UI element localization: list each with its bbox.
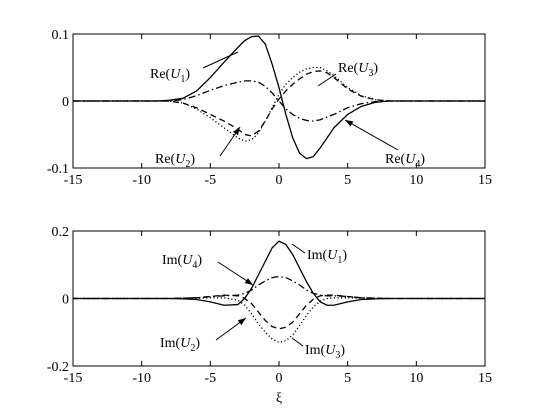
x-tick-label: 10 bbox=[409, 173, 423, 188]
data-line bbox=[73, 66, 485, 142]
series-label: Re(U3) bbox=[338, 61, 378, 79]
subplot: -15 -10 -5 0 5 10 15 -0.2 0 0.2 ξ Im(U1) Im(U2) Im(U3… bbox=[47, 225, 492, 406]
x-tick-label: 5 bbox=[344, 173, 351, 188]
x-tick-label: -15 bbox=[64, 173, 83, 188]
data-line bbox=[73, 275, 485, 300]
y-tick-label: -0.1 bbox=[47, 162, 69, 177]
annotation-arrow bbox=[344, 119, 399, 151]
y-tick-label: -0.2 bbox=[47, 360, 69, 375]
y-tick-label: 0.2 bbox=[52, 225, 70, 240]
annotation-arrow bbox=[291, 243, 306, 254]
data-line bbox=[73, 80, 485, 122]
annotation-arrow bbox=[202, 51, 239, 69]
y-tick-label: 0 bbox=[62, 95, 69, 110]
y-tick-label: 0.1 bbox=[52, 28, 70, 43]
x-tick-label: -5 bbox=[204, 173, 216, 188]
annotation-arrow bbox=[317, 73, 337, 87]
series-label: Im(U1) bbox=[307, 248, 347, 266]
arrow-head bbox=[345, 120, 354, 127]
series-label: Im(U3) bbox=[305, 343, 345, 361]
x-tick-label: 0 bbox=[276, 371, 283, 386]
series-label: Re(U4) bbox=[385, 152, 425, 170]
series-label: Im(U4) bbox=[162, 253, 202, 271]
data-line bbox=[73, 70, 485, 137]
y-tick-label: 0 bbox=[62, 293, 69, 308]
arrow-head bbox=[237, 318, 246, 326]
x-tick-label: 15 bbox=[478, 173, 492, 188]
x-tick-label: 0 bbox=[276, 173, 283, 188]
x-tick-label: -10 bbox=[132, 371, 151, 386]
x-axis-label: ξ bbox=[276, 391, 282, 406]
data-line bbox=[73, 35, 485, 160]
x-tick-label: -5 bbox=[204, 371, 216, 386]
x-tick-label: 5 bbox=[344, 371, 351, 386]
arrow-head bbox=[244, 278, 253, 285]
series-label: Re(U1) bbox=[150, 67, 190, 85]
data-line bbox=[73, 294, 485, 330]
series-label: Re(U2) bbox=[155, 152, 195, 170]
data-line bbox=[73, 240, 485, 306]
x-tick-label: -15 bbox=[64, 371, 83, 386]
x-tick-label: 10 bbox=[409, 371, 423, 386]
annotation-arrow bbox=[291, 337, 304, 347]
data-line bbox=[73, 297, 485, 344]
x-tick-label: 15 bbox=[478, 371, 492, 386]
x-tick-label: -10 bbox=[132, 173, 151, 188]
series-label: Im(U2) bbox=[160, 336, 200, 354]
arrow-head bbox=[232, 127, 240, 136]
subplot: -15 -10 -5 0 5 10 15 -0.1 0 0.1 Re(U1) Re(U2) Re(U3)… bbox=[47, 28, 492, 188]
